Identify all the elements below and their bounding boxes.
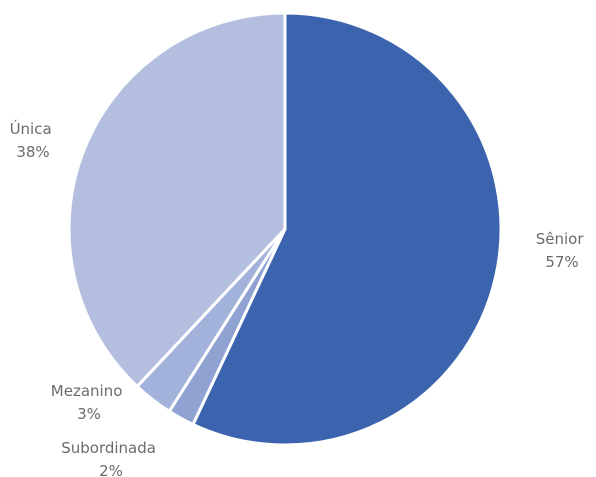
slice-label-unica: Única 38% [10, 119, 57, 161]
pie-slices [67, 11, 503, 447]
slice-label-subordinada: Subordinada 2% [61, 439, 161, 477]
slice-label-senior: Sênior 57% [536, 230, 589, 271]
pie-labels: Sênior 57% Subordinada 2% Mezanino 3% Ún… [10, 119, 589, 477]
pie-slice-unica [67, 11, 287, 388]
slice-label-mezanino: Mezanino 3% [51, 382, 127, 423]
pie-slice-senior [191, 11, 503, 447]
